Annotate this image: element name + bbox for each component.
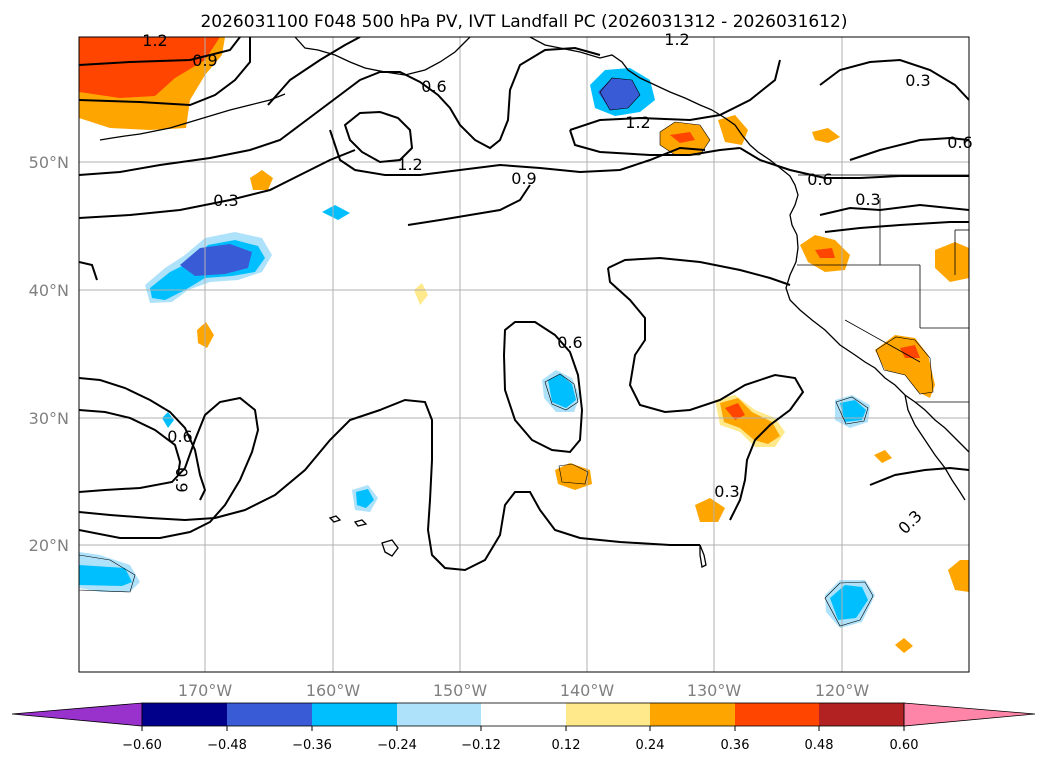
contour-label: 0.9 — [511, 169, 536, 188]
colorbar-segment — [735, 703, 819, 726]
colorbar-tick-label: 0.24 — [636, 738, 665, 753]
positive-anomaly-socal — [875, 335, 935, 398]
colorbar-tick-labels: −0.60 −0.48 −0.36 −0.24 −0.12 0.12 0.24 … — [122, 738, 918, 753]
contour-label: 0.6 — [807, 170, 832, 189]
colorbar-tick-label: 0.48 — [805, 738, 834, 753]
colorbar-tick-label: 0.12 — [552, 738, 581, 753]
longitude-labels: 170°W 160°W 150°W 140°W 130°W 120°W — [178, 681, 870, 700]
contour-label: 0.9 — [192, 51, 217, 70]
contour-label: 1.2 — [625, 113, 650, 132]
negative-anomaly-sw-core — [79, 565, 132, 586]
colorbar-tick-marks — [141, 726, 905, 731]
colorbar-tick-label: 0.36 — [721, 738, 750, 753]
gridlines — [79, 37, 969, 672]
colorbar: −0.60 −0.48 −0.36 −0.24 −0.12 0.12 0.24 … — [11, 702, 1036, 753]
contour-label: 0.9 — [172, 467, 191, 492]
lon-label-160w: 160°W — [306, 681, 361, 700]
colorbar-frame — [141, 702, 905, 727]
negative-anomaly-small-2 — [162, 412, 174, 428]
lon-label-130w: 130°W — [687, 681, 742, 700]
map-panel: 1.2 0.9 0.6 1.2 0.6 1.2 0.3 1.2 0.9 0.6 … — [78, 30, 973, 673]
colorbar-segment — [142, 703, 227, 726]
colorbar-under-arrow — [11, 702, 143, 727]
contour-label: 0.6 — [167, 427, 192, 446]
colorbar-over-arrow — [903, 702, 1036, 727]
lat-label-20n: 20°N — [29, 536, 69, 555]
pv-contour-lines — [79, 37, 969, 572]
map-background — [79, 37, 969, 672]
positive-anomaly-central-3 — [695, 498, 725, 522]
contour-label: 0.6 — [947, 133, 972, 152]
colorbar-tick-label: −0.48 — [207, 738, 247, 753]
map-frame — [78, 36, 970, 673]
colorbar-tick-label: −0.12 — [461, 738, 501, 753]
colorbar-segment — [312, 703, 397, 726]
negative-anomaly-west-core — [180, 244, 252, 276]
filled-contours — [79, 37, 969, 653]
colorbar-segment — [819, 703, 904, 726]
colorbar-tick-label: −0.36 — [292, 738, 332, 753]
contour-label: 1.2 — [142, 31, 167, 50]
positive-anomaly-small-5 — [895, 638, 913, 653]
negative-anomaly-se-core — [830, 585, 868, 620]
political-borders — [797, 174, 969, 403]
contour-label: 0.3 — [855, 190, 880, 209]
lat-label-30n: 30°N — [29, 409, 69, 428]
positive-anomaly-central-2-core — [725, 403, 745, 420]
colorbar-segment — [397, 703, 481, 726]
lon-label-170w: 170°W — [178, 681, 233, 700]
positive-anomaly-nw-core — [79, 37, 220, 98]
contour-label: 0.3 — [213, 191, 238, 210]
negative-anomaly-baja-core — [840, 400, 866, 422]
lon-label-150w: 150°W — [433, 681, 488, 700]
figure-title: 2026031100 F048 500 hPa PV, IVT Landfall… — [200, 12, 847, 32]
positive-anomaly-bc-1-core — [670, 132, 695, 143]
lat-label-40n: 40°N — [29, 281, 69, 300]
colorbar-segment — [566, 703, 650, 726]
colorbar-segment — [481, 703, 566, 726]
contour-label: 0.3 — [905, 71, 930, 90]
lon-label-120w: 120°W — [815, 681, 870, 700]
lat-label-50n: 50°N — [29, 153, 69, 172]
contour-label: 1.2 — [664, 30, 689, 49]
negative-anomaly-small-1 — [322, 205, 350, 220]
positive-anomaly-idaho — [935, 242, 969, 282]
positive-anomaly-bc-3 — [812, 128, 840, 143]
lon-label-140w: 140°W — [560, 681, 615, 700]
contour-label: 0.6 — [557, 333, 582, 352]
colorbar-tick-label: −0.24 — [377, 738, 417, 753]
positive-anomaly-small-2 — [414, 283, 428, 305]
positive-anomaly-oregon-core — [815, 248, 835, 258]
positive-anomaly-small-4 — [874, 450, 892, 463]
positive-anomaly-central-1 — [555, 463, 592, 490]
positive-anomaly-socal-core — [900, 345, 920, 358]
negative-anomaly-hawaii-core — [356, 489, 374, 508]
contour-labels: 1.2 0.9 0.6 1.2 0.6 1.2 0.3 1.2 0.9 0.6 … — [142, 30, 972, 538]
colorbar-segment — [650, 703, 735, 726]
filled-outlines — [79, 77, 934, 627]
negative-anomaly-central-core — [548, 374, 576, 408]
colorbar-tick-label: 0.60 — [890, 738, 919, 753]
contour-label: 0.6 — [421, 77, 446, 96]
contour-label: 1.2 — [397, 155, 422, 174]
colorbar-segment — [227, 703, 312, 726]
colorbar-tick-label: −0.60 — [122, 738, 162, 753]
positive-anomaly-bc-2 — [718, 115, 748, 145]
negative-anomaly-gulf-alaska-core — [598, 78, 640, 110]
latitude-labels: 50°N 40°N 30°N 20°N — [29, 153, 69, 555]
positive-anomaly-se-edge — [948, 560, 969, 592]
contour-label: 0.3 — [714, 482, 739, 501]
positive-anomaly-small-1 — [250, 170, 273, 190]
